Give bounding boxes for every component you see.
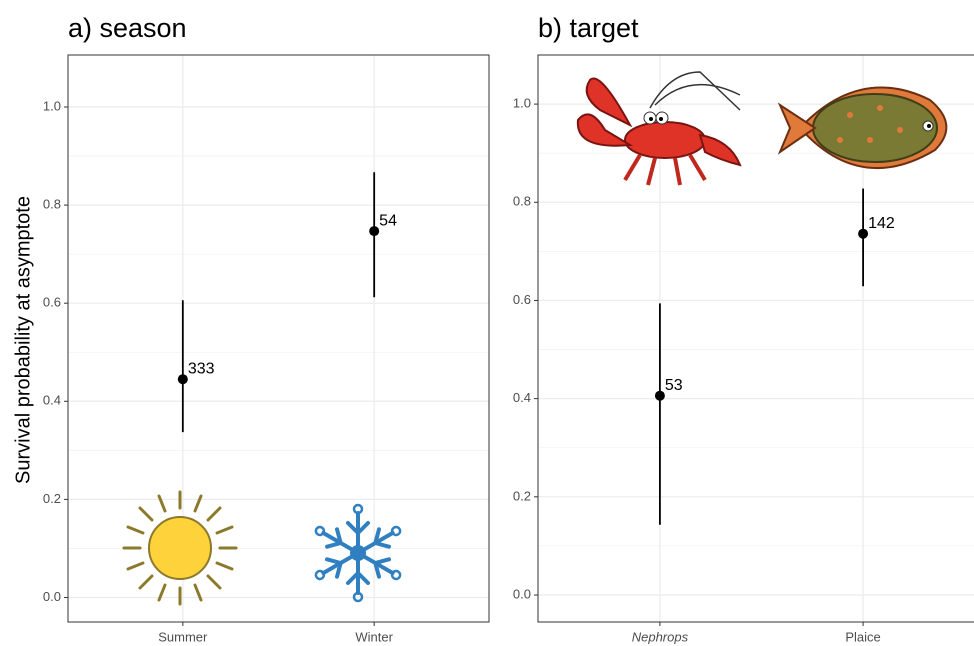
sample-size-label: 54 [379, 212, 397, 229]
sample-size-label: 142 [868, 215, 895, 232]
plaice-icon [777, 86, 948, 170]
y-tick-label: 0.4 [513, 390, 531, 405]
lobster-icon [576, 71, 742, 186]
panel-border [537, 54, 974, 623]
sun-icon [122, 490, 238, 606]
y-tick-label: 0.8 [43, 197, 61, 212]
x-tick-label: Nephrops [632, 629, 689, 644]
panel-title: b) target [538, 13, 639, 43]
y-tick-label: 0.2 [43, 491, 61, 506]
y-tick-label: 0.6 [43, 295, 61, 310]
point [369, 226, 380, 237]
y-tick-label: 0.0 [43, 589, 61, 604]
y-tick-label: 0.0 [513, 586, 531, 601]
y-tick-label: 0.2 [513, 488, 531, 503]
y-tick-label: 1.0 [43, 98, 61, 113]
y-tick-label: 0.6 [513, 292, 531, 307]
point [858, 228, 869, 239]
panel-title: a) season [68, 13, 187, 43]
panel-border [67, 54, 490, 623]
point [177, 374, 188, 385]
y-tick-label: 1.0 [513, 96, 531, 111]
y-tick-label: 0.4 [43, 393, 61, 408]
y-axis-label: Survival probability at asymptote [12, 196, 34, 484]
illustrations [122, 71, 948, 606]
sample-size-label: 53 [665, 377, 683, 394]
x-tick-label: Winter [355, 629, 393, 644]
x-tick-label: Summer [158, 629, 208, 644]
y-tick-label: 0.8 [513, 194, 531, 209]
snowflake-icon [309, 503, 407, 603]
point [654, 390, 665, 401]
x-tick-label: Plaice [845, 629, 880, 644]
sample-size-label: 333 [188, 360, 215, 377]
